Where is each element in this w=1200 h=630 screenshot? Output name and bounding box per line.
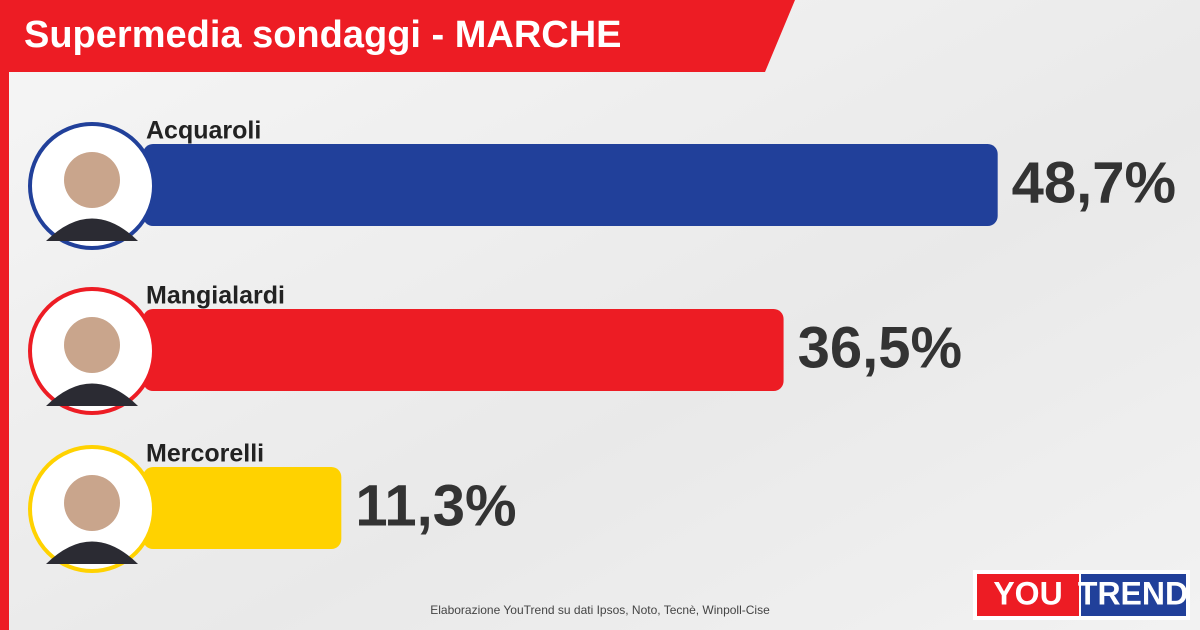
value-label: 11,3% <box>355 473 516 538</box>
logo-left: YOU <box>993 575 1062 611</box>
left-stripe <box>0 0 9 630</box>
bar <box>143 467 342 549</box>
value-label: 48,7% <box>1012 150 1176 215</box>
source-note: Elaborazione YouTrend su dati Ipsos, Not… <box>430 603 770 617</box>
logo: YOU TREND <box>973 570 1190 620</box>
logo-right-box <box>1081 574 1186 616</box>
chart-title: Supermedia sondaggi - MARCHE <box>24 14 622 56</box>
portrait-head <box>64 152 120 208</box>
portrait-body <box>46 541 138 564</box>
title-banner <box>0 0 795 72</box>
bar <box>143 144 998 226</box>
portrait-head <box>64 317 120 373</box>
category-label: Mercorelli <box>146 440 264 468</box>
logo-right: TREND <box>1078 575 1188 611</box>
logo-left-box <box>977 574 1079 616</box>
bar <box>143 309 784 391</box>
category-label: Mangialardi <box>146 282 285 310</box>
portrait-head <box>64 475 120 531</box>
portrait-body <box>46 218 138 241</box>
value-label: 36,5% <box>798 315 962 380</box>
category-label: Acquaroli <box>146 117 261 145</box>
portrait-body <box>46 383 138 406</box>
